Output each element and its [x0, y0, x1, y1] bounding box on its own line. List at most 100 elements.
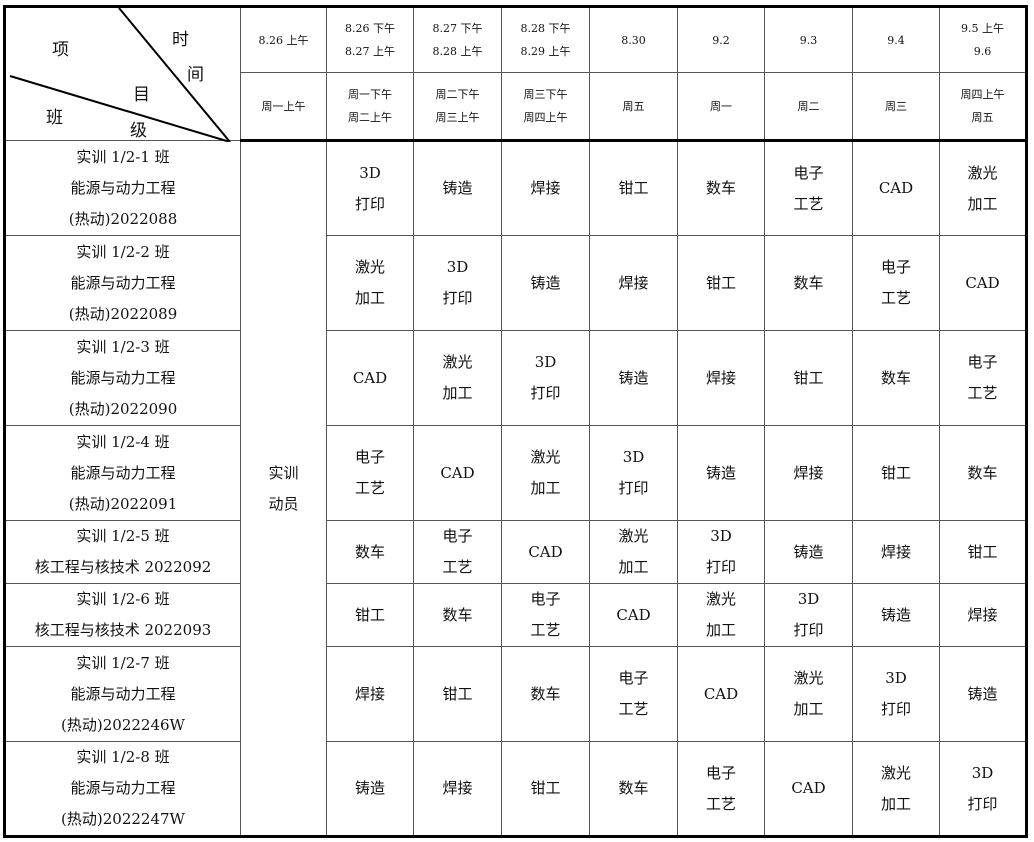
cell-text-line: 打印 — [618, 479, 649, 497]
cell-text-line: 激光 — [442, 353, 473, 371]
class-name-cell: 实训 1/2-2 班能源与动力工程 (热动)2022089 — [4, 235, 241, 331]
class-name-cell: 实训 1/2-1 班能源与动力工程 (热动)2022088 — [4, 140, 241, 236]
corner-label: 项 — [52, 40, 69, 60]
schedule-cell: CAD — [939, 235, 1027, 331]
schedule-cell: 数车 — [326, 520, 414, 584]
schedule-cell: 3D 打印 — [764, 583, 853, 647]
cell-text-line: 能源与动力工程 — [70, 684, 176, 703]
schedule-cell: 数车 — [677, 140, 765, 236]
cell-text-line: 焊接 — [442, 779, 473, 797]
cell-text-line: 打印 — [967, 794, 998, 813]
corner-label: 目 — [133, 85, 150, 105]
schedule-cell: 数车 — [501, 646, 590, 742]
cell-text-line: 打印 — [354, 194, 385, 213]
cell-text-line: 工艺 — [967, 384, 998, 402]
cell-text-line: 周三下午 — [523, 88, 568, 101]
cell-text-line: 9.4 — [887, 33, 905, 47]
date-header: 8.27 下午 8.28 上午 — [413, 6, 502, 73]
cell-text-line: 铸造 — [442, 179, 473, 197]
class-name-cell: 实训 1/2-7 班能源与动力工程 (热动)2022246W — [4, 646, 241, 742]
cell-text-line: 打印 — [880, 700, 911, 718]
cell-text-line: CAD — [616, 605, 651, 624]
weekday-header: 周二下午 周三上午 — [413, 72, 502, 142]
cell-text-line: 钳工 — [530, 779, 561, 797]
cell-text-line: 钳工 — [967, 542, 998, 561]
cell-text-line: 工艺 — [530, 621, 561, 639]
cell-text-line: 周四上午 — [523, 111, 568, 124]
cell-text-line: 数车 — [442, 605, 473, 624]
corner-label: 时 — [172, 30, 189, 50]
cell-text-line: CAD — [703, 684, 739, 703]
cell-text-line: 工艺 — [354, 479, 385, 497]
schedule-cell: 3D 打印 — [413, 235, 502, 331]
cell-text-line: 周四上午 — [960, 88, 1005, 101]
cell-text-line: 工艺 — [880, 289, 911, 307]
weekday-header: 周三 — [852, 72, 940, 142]
schedule-cell: 数车 — [589, 741, 678, 837]
schedule-cell: 钳工 — [677, 235, 765, 331]
schedule-cell: 3D 打印 — [589, 425, 678, 521]
schedule-cell: 钳工 — [501, 741, 590, 837]
cell-text-line: 数车 — [354, 542, 385, 561]
schedule-cell: 激光 加工 — [852, 741, 940, 837]
cell-text-line: CAD — [878, 179, 914, 197]
cell-text-line: 3D — [885, 669, 907, 687]
mobilization-cell: 实训 动员 — [240, 140, 327, 837]
cell-text-line: (热动)2022088 — [68, 209, 178, 228]
schedule-cell: 钳工 — [589, 140, 678, 236]
cell-text-line: 加工 — [618, 558, 649, 576]
cell-text-line: 实训 1/2-4 班 — [76, 432, 170, 451]
schedule-cell: 数车 — [413, 583, 502, 647]
cell-text-line: 激光 — [354, 258, 385, 276]
class-name-cell: 实训 1/2-6 班核工程与核技术 2022093 — [4, 583, 241, 647]
diagonal-lines — [9, 8, 231, 142]
cell-text-line: CAD — [528, 542, 563, 561]
schedule-cell: 铸造 — [939, 646, 1027, 742]
weekday-header: 周二 — [764, 72, 853, 142]
schedule-cell: CAD — [764, 741, 853, 837]
date-header: 9.5 上午 9.6 — [939, 6, 1027, 73]
cell-text-line: 激光 — [530, 448, 561, 466]
cell-text-line: 铸造 — [618, 368, 649, 387]
cell-text-line: 焊接 — [354, 684, 385, 703]
schedule-cell: 电子 工艺 — [413, 520, 502, 584]
schedule-cell: 3D 打印 — [677, 520, 765, 584]
schedule-cell: 3D 打印 — [326, 140, 414, 236]
cell-text-line: 核工程与核技术 2022092 — [34, 558, 212, 576]
cell-text-line: 9.3 — [799, 33, 818, 47]
cell-text-line: 3D — [446, 258, 469, 276]
cell-text-line: 8.26 上午 — [258, 33, 309, 47]
cell-text-line: 8.27 下午 — [432, 22, 483, 35]
cell-text-line: 打印 — [705, 558, 736, 576]
cell-text-line: 周三 — [885, 99, 907, 113]
cell-text-line: 电子 — [618, 669, 649, 687]
cell-text-line: 周三上午 — [435, 111, 480, 124]
schedule-cell: 电子 工艺 — [764, 140, 853, 236]
schedule-cell: 焊接 — [677, 330, 765, 426]
cell-text-line: 3D — [710, 527, 732, 545]
weekday-header: 周五 — [589, 72, 678, 142]
cell-text-line: 周一上午 — [261, 99, 306, 113]
cell-text-line: 周一下午 — [348, 88, 392, 101]
cell-text-line: 3D — [534, 353, 557, 371]
cell-text-line: 电子 — [793, 163, 824, 182]
schedule-cell: 焊接 — [852, 520, 940, 584]
corner-label: 班 — [46, 108, 63, 128]
date-header: 8.26 上午 — [240, 6, 327, 73]
weekday-header: 周一上午 — [240, 72, 327, 142]
table-row: 实训 1/2-4 班能源与动力工程 (热动)2022091 电子 工艺 CAD 激光 加工 3… — [4, 425, 1027, 521]
cell-text-line: 焊接 — [618, 273, 649, 292]
weekday-header: 周四上午 周五 — [939, 72, 1027, 142]
cell-text-line: 电子 — [530, 590, 561, 608]
cell-text-line: 铸造 — [880, 605, 911, 624]
date-header: 9.2 — [677, 6, 765, 73]
cell-text-line: 8.28 下午 — [520, 22, 571, 35]
schedule-cell: CAD — [326, 330, 414, 426]
weekday-header: 周三下午 周四上午 — [501, 72, 590, 142]
cell-text-line: 3D — [622, 448, 645, 466]
cell-text-line: 实训 1/2-2 班 — [76, 242, 170, 261]
schedule-cell: 数车 — [939, 425, 1027, 521]
cell-text-line: 数车 — [618, 779, 649, 797]
weekday-header: 周一下午 周二上午 — [326, 72, 414, 142]
cell-text-line: 焊接 — [530, 179, 561, 197]
